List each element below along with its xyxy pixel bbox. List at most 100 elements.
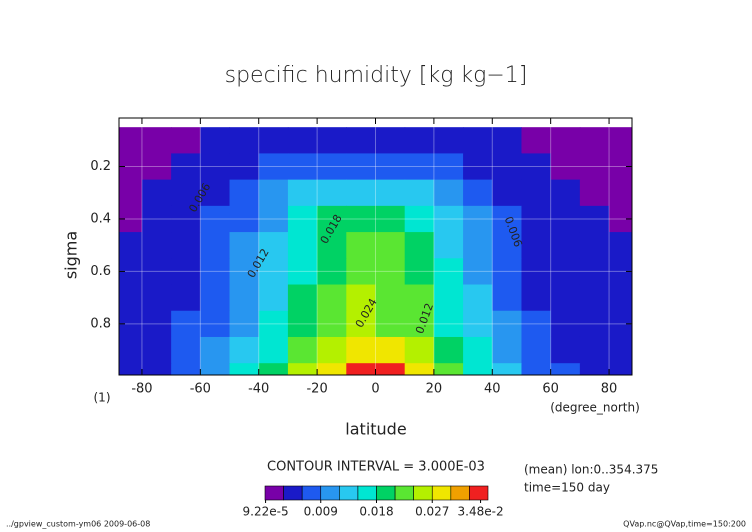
contour-cell bbox=[433, 127, 464, 154]
contour-cell bbox=[463, 310, 493, 338]
contour-cell bbox=[258, 336, 289, 364]
contour-cell bbox=[119, 284, 143, 312]
contour-cell bbox=[200, 127, 231, 154]
y-axis-label: sigma bbox=[62, 231, 81, 279]
contour-cell bbox=[521, 153, 552, 181]
contour-cell bbox=[521, 336, 552, 364]
colorbar-box bbox=[283, 485, 303, 501]
colorbar-box bbox=[301, 485, 322, 501]
contour-cell bbox=[317, 310, 347, 338]
x-tick-label: 80 bbox=[601, 382, 618, 397]
colorbar-box bbox=[450, 485, 470, 501]
contour-cell bbox=[346, 363, 376, 375]
colorbar-box bbox=[431, 485, 452, 501]
contour-cell bbox=[141, 205, 172, 233]
colorbar-label: 0.018 bbox=[359, 505, 393, 519]
x-tick-label: 0 bbox=[371, 382, 379, 397]
contour-cell bbox=[404, 179, 435, 207]
contour-cell bbox=[229, 127, 260, 154]
contour-cell bbox=[317, 232, 347, 259]
contour-cell bbox=[463, 205, 493, 233]
y-tick-label: 0.2 bbox=[90, 159, 111, 174]
contour-cell bbox=[579, 258, 610, 286]
contour-cell bbox=[258, 284, 289, 312]
contour-cell bbox=[200, 363, 231, 375]
contour-cell bbox=[141, 363, 172, 375]
contour-cell bbox=[119, 127, 143, 154]
contour-cell bbox=[346, 127, 376, 154]
contour-cell bbox=[521, 310, 552, 338]
contour-cell bbox=[550, 258, 581, 286]
contour-cell bbox=[492, 205, 522, 233]
x-tick-label: -40 bbox=[248, 382, 269, 397]
contour-cell bbox=[287, 153, 318, 181]
contour-cell bbox=[229, 205, 260, 233]
footer-right: QVap.nc@QVap,time=150:200 bbox=[623, 520, 746, 529]
contour-cell bbox=[521, 232, 552, 259]
contour-cell bbox=[200, 310, 231, 338]
contour-cell bbox=[229, 310, 260, 338]
note: (mean) lon:0..354.375 bbox=[524, 463, 658, 477]
contour-cell bbox=[317, 127, 347, 154]
contour-cell bbox=[404, 363, 435, 375]
contour-cell bbox=[609, 258, 632, 286]
contour-cell bbox=[171, 127, 201, 154]
contour-cell bbox=[550, 153, 581, 181]
x-axis-units: (degree_north) bbox=[550, 401, 640, 415]
contour-cell bbox=[550, 232, 581, 259]
contour-cell bbox=[346, 258, 376, 286]
contour-cell bbox=[171, 336, 201, 364]
contour-cell bbox=[287, 336, 318, 364]
contour-cell bbox=[433, 363, 464, 375]
colorbar-box bbox=[469, 485, 489, 501]
contour-cell bbox=[287, 205, 318, 233]
colorbar-box bbox=[339, 485, 359, 501]
contour-cell bbox=[609, 363, 632, 375]
contour-cell bbox=[171, 258, 201, 286]
colorbar-label: 9.22e-5 bbox=[243, 505, 289, 519]
x-axis-label: latitude bbox=[345, 420, 406, 439]
contour-cell bbox=[258, 179, 289, 207]
contour-cell bbox=[119, 363, 143, 375]
contour-cell bbox=[609, 127, 632, 154]
y-tick-label: 0.8 bbox=[90, 316, 111, 331]
contour-cell bbox=[492, 127, 522, 154]
contour-cell bbox=[433, 258, 464, 286]
contour-cell bbox=[119, 153, 143, 181]
colorbar-box bbox=[376, 485, 396, 501]
contour-cell bbox=[579, 363, 610, 375]
contour-cell bbox=[119, 232, 143, 259]
contour-cell bbox=[433, 336, 464, 364]
contour-cell bbox=[317, 258, 347, 286]
contour-cell bbox=[492, 284, 522, 312]
contour-cell bbox=[609, 336, 632, 364]
contour-cell bbox=[119, 205, 143, 233]
contour-cell bbox=[287, 232, 318, 259]
contour-cell bbox=[287, 363, 318, 375]
contour-cell bbox=[141, 232, 172, 259]
contour-cell bbox=[404, 127, 435, 154]
contour-cell bbox=[433, 179, 464, 207]
contour-cell bbox=[375, 258, 406, 286]
colorbar-label: 0.027 bbox=[415, 505, 449, 519]
contour-cell bbox=[433, 205, 464, 233]
contour-cell bbox=[317, 363, 347, 375]
contour-cell bbox=[287, 310, 318, 338]
x-tick-label: 60 bbox=[542, 382, 559, 397]
contour-cell bbox=[492, 363, 522, 375]
contour-cell bbox=[579, 336, 610, 364]
contour-cell bbox=[346, 179, 376, 207]
contour-cell bbox=[433, 284, 464, 312]
contour-cell bbox=[200, 336, 231, 364]
contour-cell bbox=[258, 232, 289, 259]
contour-cell bbox=[258, 127, 289, 154]
contour-cell bbox=[258, 310, 289, 338]
contour-cell bbox=[463, 153, 493, 181]
contour-cell bbox=[550, 336, 581, 364]
contour-cell bbox=[609, 284, 632, 312]
contour-cell bbox=[346, 205, 376, 233]
contour-cell bbox=[609, 232, 632, 259]
contour-cell bbox=[346, 336, 376, 364]
contour-cell bbox=[200, 205, 231, 233]
y-axis-units: (1) bbox=[94, 391, 111, 405]
